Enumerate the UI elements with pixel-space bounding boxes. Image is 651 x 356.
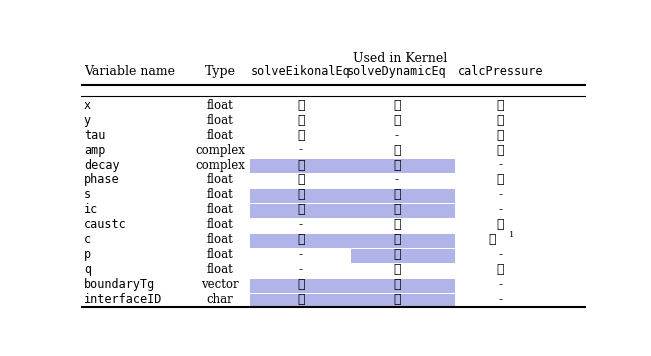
Text: ✓: ✓: [393, 99, 400, 112]
Text: float: float: [207, 263, 234, 276]
Text: calcPressure: calcPressure: [458, 65, 543, 78]
Text: ✓: ✓: [393, 143, 400, 157]
Text: ✓: ✓: [297, 188, 305, 201]
Text: c: c: [84, 233, 91, 246]
Text: ✓: ✓: [496, 173, 504, 187]
Text: x: x: [84, 99, 91, 112]
Text: ✓: ✓: [393, 218, 400, 231]
Text: 1: 1: [508, 231, 514, 239]
Text: ✓: ✓: [297, 233, 305, 246]
Text: solveEikonalEq: solveEikonalEq: [251, 65, 351, 78]
Text: -: -: [299, 248, 303, 261]
Text: -: -: [299, 218, 303, 231]
Text: s: s: [84, 188, 91, 201]
Text: p: p: [84, 248, 91, 261]
Text: ✓: ✓: [393, 233, 400, 246]
Bar: [251, 294, 454, 308]
Text: ✓: ✓: [496, 263, 504, 276]
Text: ✓: ✓: [297, 114, 305, 127]
Text: complex: complex: [195, 143, 245, 157]
Text: vector: vector: [201, 278, 239, 291]
Bar: [251, 204, 454, 218]
Text: -: -: [498, 293, 502, 306]
Text: complex: complex: [195, 158, 245, 172]
Text: float: float: [207, 173, 234, 187]
Text: ✓: ✓: [496, 114, 504, 127]
Text: Type: Type: [204, 65, 236, 78]
Text: ic: ic: [84, 203, 98, 216]
Text: tau: tau: [84, 129, 105, 142]
Text: Used in Kernel: Used in Kernel: [353, 52, 448, 65]
Bar: [251, 189, 454, 203]
Text: ✓: ✓: [297, 278, 305, 291]
Text: ✓: ✓: [297, 173, 305, 187]
Text: ✓: ✓: [297, 99, 305, 112]
Text: float: float: [207, 129, 234, 142]
Text: -: -: [498, 248, 502, 261]
Text: Variable name: Variable name: [84, 65, 175, 78]
Text: float: float: [207, 99, 234, 112]
Text: interfaceID: interfaceID: [84, 293, 162, 306]
Text: ✓: ✓: [489, 233, 496, 246]
Text: -: -: [498, 203, 502, 216]
Bar: [352, 249, 454, 263]
Text: phase: phase: [84, 173, 120, 187]
Text: ✓: ✓: [496, 218, 504, 231]
Text: ✓: ✓: [393, 263, 400, 276]
Text: ✓: ✓: [393, 188, 400, 201]
Text: float: float: [207, 188, 234, 201]
Text: -: -: [498, 188, 502, 201]
Bar: [251, 159, 454, 173]
Text: -: -: [498, 158, 502, 172]
Text: char: char: [207, 293, 234, 306]
Text: solveDynamicEq: solveDynamicEq: [347, 65, 447, 78]
Text: decay: decay: [84, 158, 120, 172]
Text: ✓: ✓: [393, 248, 400, 261]
Text: y: y: [84, 114, 91, 127]
Text: ✓: ✓: [393, 278, 400, 291]
Text: ✓: ✓: [496, 143, 504, 157]
Text: -: -: [395, 173, 399, 187]
Text: amp: amp: [84, 143, 105, 157]
Text: float: float: [207, 218, 234, 231]
Text: ✓: ✓: [297, 129, 305, 142]
Text: float: float: [207, 248, 234, 261]
Text: ✓: ✓: [393, 158, 400, 172]
Text: -: -: [395, 129, 399, 142]
Bar: [251, 279, 454, 293]
Text: caustc: caustc: [84, 218, 127, 231]
Text: -: -: [299, 263, 303, 276]
Text: -: -: [498, 278, 502, 291]
Bar: [251, 234, 454, 248]
Text: boundaryTg: boundaryTg: [84, 278, 155, 291]
Text: float: float: [207, 203, 234, 216]
Text: float: float: [207, 233, 234, 246]
Text: ✓: ✓: [393, 293, 400, 306]
Text: ✓: ✓: [393, 114, 400, 127]
Text: float: float: [207, 114, 234, 127]
Text: -: -: [299, 143, 303, 157]
Text: ✓: ✓: [496, 99, 504, 112]
Text: ✓: ✓: [297, 293, 305, 306]
Text: ✓: ✓: [297, 203, 305, 216]
Text: q: q: [84, 263, 91, 276]
Text: ✓: ✓: [496, 129, 504, 142]
Text: ✓: ✓: [393, 203, 400, 216]
Text: ✓: ✓: [297, 158, 305, 172]
